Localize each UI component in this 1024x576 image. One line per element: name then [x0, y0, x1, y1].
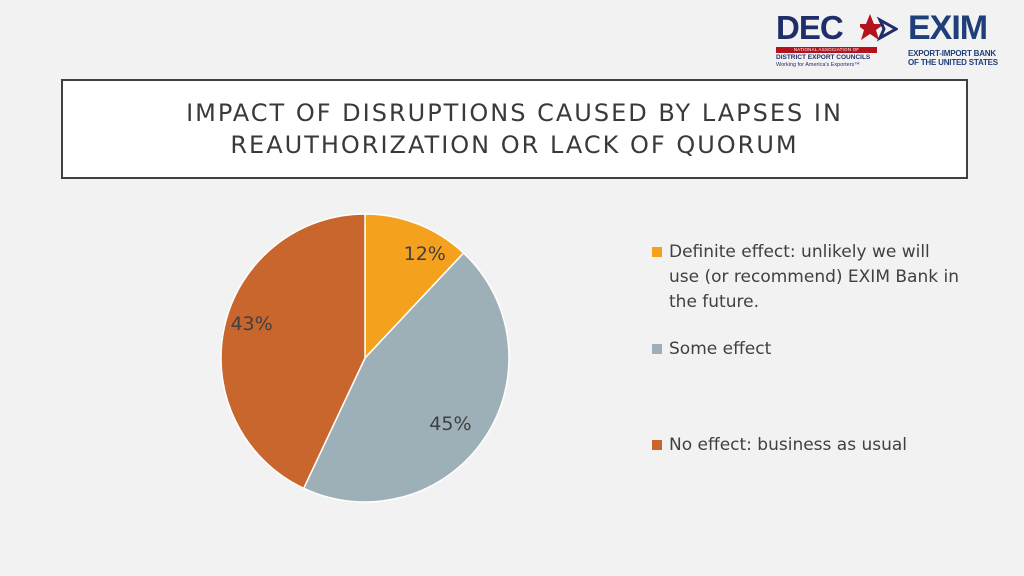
exim-logo-wordmark: EXIM [908, 9, 988, 47]
slide-title-line1: IMPACT OF DISRUPTIONS CAUSED BY LAPSES I… [186, 99, 843, 127]
pie-chart: 12% 45% 43% [220, 213, 510, 503]
legend-label: Some effect [669, 339, 772, 359]
dec-logo-tagline: Working for America's Exporters™ [776, 62, 860, 68]
legend-swatch [652, 440, 662, 450]
star-arrow-icon [860, 14, 898, 42]
legend-label: No effect: business as usual [669, 435, 908, 455]
dec-logo: DEC NATIONAL ASSOCIATION OF DISTRICT EXP… [776, 10, 900, 70]
slide-title-line2: REAUTHORIZATION OR LACK OF QUORUM [230, 131, 799, 159]
pie-data-label-0: 12% [404, 243, 446, 265]
exim-logo-line2: OF THE UNITED STATES [908, 58, 998, 67]
dec-logo-name: DISTRICT EXPORT COUNCILS [776, 54, 871, 61]
dec-logo-wordmark: DEC [776, 9, 844, 46]
exim-logo: EXIM EXPORT-IMPORT BANK OF THE UNITED ST… [908, 11, 1004, 71]
pie-slice-2 [220, 213, 366, 490]
dec-logo-band: NATIONAL ASSOCIATION OF [776, 47, 877, 53]
pie-data-label-1: 45% [429, 413, 471, 435]
legend-swatch [652, 344, 662, 354]
legend-label: Definite effect: unlikely we will use (o… [669, 242, 959, 312]
title-box: IMPACT OF DISRUPTIONS CAUSED BY LAPSES I… [61, 79, 968, 179]
pie-data-label-2: 43% [230, 313, 272, 335]
exim-logo-line1: EXPORT-IMPORT BANK [908, 49, 996, 58]
legend-swatch [652, 247, 662, 257]
pie-slice-1 [302, 251, 510, 503]
pie-slice-0 [364, 213, 465, 360]
